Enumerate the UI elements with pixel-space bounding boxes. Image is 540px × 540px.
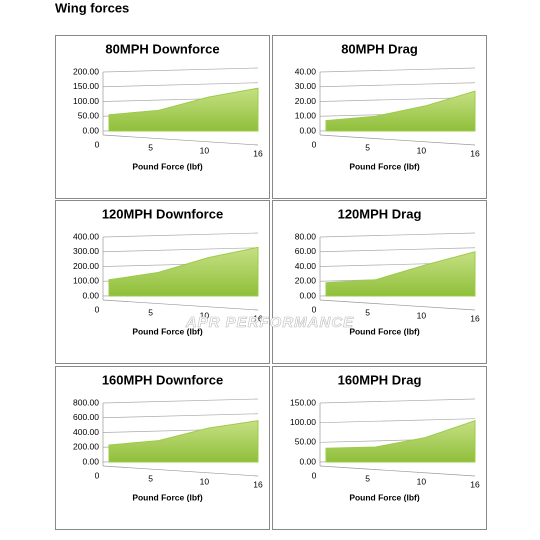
x-tick-label: 16 <box>253 479 263 489</box>
x-tick-label: 0 <box>95 470 100 480</box>
x-axis-label: Pound Force (lbf) <box>132 492 203 502</box>
y-tick-label: 100.00 <box>73 96 99 106</box>
x-axis-label: Pound Force (lbf) <box>349 492 420 502</box>
area <box>325 251 476 297</box>
chart-panel: 160MPH Downforce 0.00 200.00 400.00 600.00 80… <box>55 366 270 530</box>
y-tick-label: 0.00 <box>82 456 99 466</box>
x-tick-label: 5 <box>148 473 153 483</box>
x-tick-label: 10 <box>200 310 210 320</box>
y-tick-label: 100.00 <box>73 276 99 286</box>
chart-title: 120MPH Downforce <box>102 206 223 221</box>
x-axis <box>319 134 476 146</box>
chart-title: 80MPH Downforce <box>105 41 219 56</box>
y-tick-label: 20.00 <box>295 276 317 286</box>
x-tick-label: 16 <box>253 148 263 158</box>
x-axis-label: Pound Force (lbf) <box>349 326 420 336</box>
x-axis-label: Pound Force (lbf) <box>349 161 420 171</box>
y-tick-label: 10.00 <box>295 111 317 121</box>
y-tick-label: 40.00 <box>295 261 317 271</box>
y-tick-label: 300.00 <box>73 246 99 256</box>
x-tick-label: 0 <box>312 304 317 314</box>
x-tick-label: 0 <box>95 304 100 314</box>
x-axis <box>102 299 259 311</box>
y-tick-label: 80.00 <box>295 231 317 241</box>
chart-panel: 160MPH Drag 0.00 50.00 100.00 150.00 0 5 10 16 Po… <box>272 366 487 530</box>
grid-line <box>102 247 259 253</box>
grid-line <box>102 82 259 88</box>
x-tick-label: 16 <box>470 313 480 323</box>
x-axis <box>319 299 476 311</box>
grid-line <box>319 398 476 404</box>
grid-line <box>319 67 476 73</box>
y-tick-label: 0.00 <box>299 456 316 466</box>
x-tick-label: 10 <box>417 145 427 155</box>
x-tick-label: 5 <box>365 473 370 483</box>
x-tick-label: 10 <box>417 476 427 486</box>
x-tick-label: 10 <box>417 310 427 320</box>
x-tick-label: 16 <box>253 313 263 323</box>
chart-title: 160MPH Downforce <box>102 372 223 387</box>
grid-line <box>319 82 476 88</box>
y-tick-label: 150.00 <box>290 397 316 407</box>
y-tick-label: 0.00 <box>299 125 316 135</box>
y-tick-label: 0.00 <box>82 290 99 300</box>
y-tick-label: 200.00 <box>73 261 99 271</box>
y-tick-label: 150.00 <box>73 81 99 91</box>
area <box>108 420 259 463</box>
area <box>325 90 476 132</box>
y-tick-label: 200.00 <box>73 66 99 76</box>
grid-line <box>319 247 476 253</box>
x-tick-label: 16 <box>470 479 480 489</box>
x-axis-label: Pound Force (lbf) <box>132 161 203 171</box>
grid-line <box>102 398 259 404</box>
y-tick-label: 40.00 <box>295 66 317 76</box>
y-tick-label: 50.00 <box>78 111 100 121</box>
watermark: APR PERFORMANCE <box>185 314 354 331</box>
x-axis-label: Pound Force (lbf) <box>132 326 203 336</box>
x-tick-label: 5 <box>365 307 370 317</box>
x-axis <box>102 134 259 146</box>
x-tick-label: 10 <box>200 145 210 155</box>
y-tick-label: 0.00 <box>82 125 99 135</box>
chart-panel: 80MPH Downforce 0.00 50.00 100.00 150.00 200.… <box>55 35 270 199</box>
x-tick-label: 0 <box>95 139 100 149</box>
grid-line <box>319 97 476 102</box>
area <box>108 246 259 297</box>
page-title: Wing forces <box>55 0 129 15</box>
grid-line <box>102 232 259 238</box>
chart-title: 80MPH Drag <box>341 41 418 56</box>
y-tick-label: 20.00 <box>295 96 317 106</box>
chart-panel: 120MPH Drag 0.00 20.00 40.00 60.00 80.00 0 5 10 1… <box>272 200 487 364</box>
y-tick-label: 800.00 <box>73 397 99 407</box>
grid-line <box>319 232 476 238</box>
x-tick-label: 5 <box>148 307 153 317</box>
chart-title: 120MPH Drag <box>338 206 422 221</box>
y-tick-label: 400.00 <box>73 231 99 241</box>
grid-line <box>102 67 259 73</box>
chart-panel: 120MPH Downforce 0.00 100.00 200.00 300.00 40… <box>55 200 270 364</box>
chart-panel: 80MPH Drag 0.00 10.00 20.00 30.00 40.00 0 5 10 16… <box>272 35 487 199</box>
y-tick-label: 60.00 <box>295 246 317 256</box>
x-axis <box>319 465 476 477</box>
chart-title: 160MPH Drag <box>338 372 422 387</box>
grid-line <box>102 413 259 419</box>
y-tick-label: 400.00 <box>73 427 99 437</box>
x-tick-label: 5 <box>365 142 370 152</box>
area <box>108 87 259 132</box>
x-tick-label: 16 <box>470 148 480 158</box>
y-tick-label: 50.00 <box>295 437 317 447</box>
y-tick-label: 100.00 <box>290 417 316 427</box>
x-tick-label: 0 <box>312 139 317 149</box>
grid-line <box>319 418 476 424</box>
y-tick-label: 600.00 <box>73 412 99 422</box>
y-tick-label: 200.00 <box>73 442 99 452</box>
area <box>325 420 476 463</box>
y-tick-label: 0.00 <box>299 290 316 300</box>
x-tick-label: 10 <box>200 476 210 486</box>
x-axis <box>102 465 259 477</box>
x-tick-label: 0 <box>312 470 317 480</box>
x-tick-label: 5 <box>148 142 153 152</box>
y-tick-label: 30.00 <box>295 81 317 91</box>
